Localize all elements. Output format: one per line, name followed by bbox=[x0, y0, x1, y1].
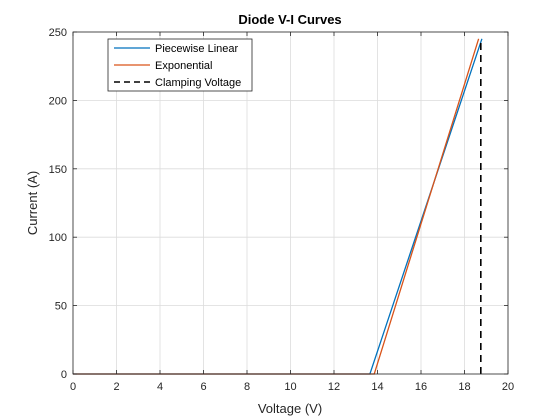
y-tick-label: 100 bbox=[49, 232, 67, 244]
y-tick-label: 50 bbox=[55, 301, 67, 313]
x-tick-label: 8 bbox=[244, 381, 250, 393]
x-axis-label: Voltage (V) bbox=[258, 401, 322, 416]
y-tick-label: 0 bbox=[61, 369, 67, 381]
y-tick-label: 150 bbox=[49, 164, 67, 176]
x-tick-label: 12 bbox=[328, 381, 340, 393]
y-axis-label: Current (A) bbox=[25, 171, 40, 235]
x-tick-label: 6 bbox=[200, 381, 206, 393]
x-tick-label: 2 bbox=[113, 381, 119, 393]
x-tick-label: 0 bbox=[70, 381, 76, 393]
legend: Piecewise Linear Exponential Clamping Vo… bbox=[107, 38, 253, 92]
y-tick-label: 250 bbox=[49, 27, 67, 39]
y-tick-label: 200 bbox=[49, 95, 67, 107]
x-tick-label: 10 bbox=[284, 381, 296, 393]
legend-label-exponential: Exponential bbox=[155, 60, 213, 72]
chart-title: Diode V-I Curves bbox=[238, 12, 341, 27]
legend-label-piecewise-linear: Piecewise Linear bbox=[155, 43, 238, 55]
x-tick-label: 18 bbox=[458, 381, 470, 393]
x-tick-label: 14 bbox=[371, 381, 383, 393]
x-tick-label: 4 bbox=[157, 381, 163, 393]
legend-label-clamping-voltage: Clamping Voltage bbox=[155, 77, 241, 89]
x-tick-label: 20 bbox=[502, 381, 514, 393]
x-tick-label: 16 bbox=[415, 381, 427, 393]
